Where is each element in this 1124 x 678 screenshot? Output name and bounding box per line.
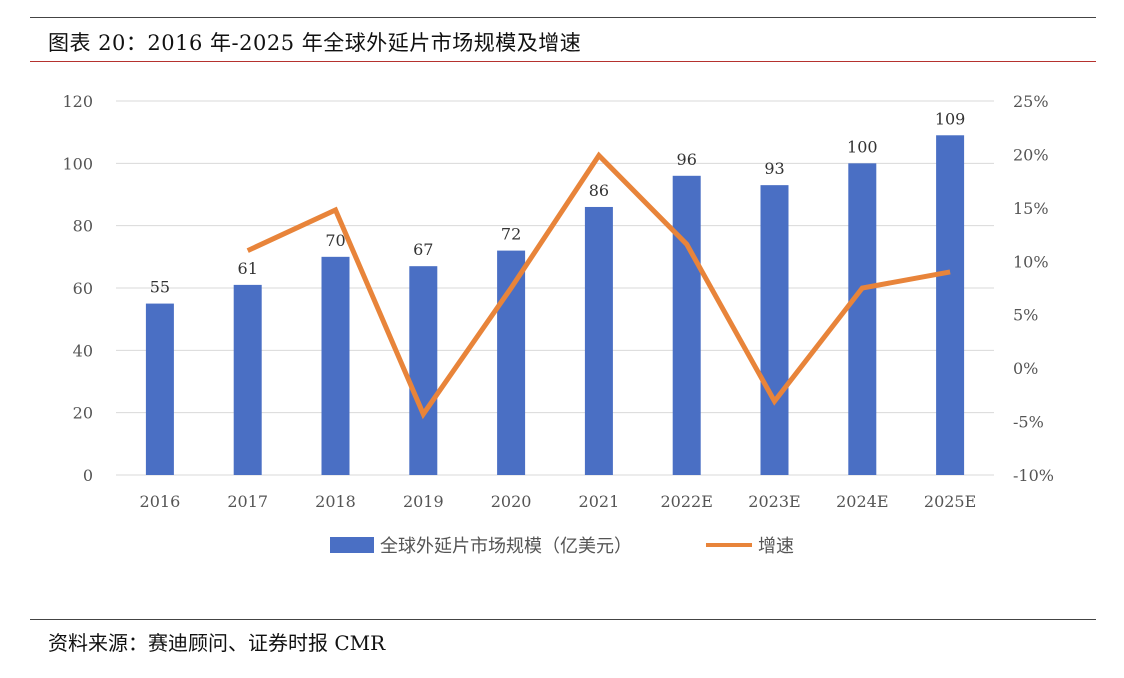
x-tick-label: 2021 [579,492,620,511]
right-tick-label: -5% [1013,413,1044,432]
x-tick-label: 2020 [491,492,532,511]
bar-value-label: 100 [847,137,878,156]
gridlines [116,100,994,476]
left-tick-label: 20 [73,404,93,423]
bar-value-label: 61 [238,259,258,278]
x-tick-label: 2023E [748,492,800,511]
bar-value-label: 86 [589,181,609,200]
right-tick-label: 25% [1013,92,1049,111]
right-y-axis: -10% -5% 0% 5% 10% 15% 20% 25% [1013,92,1054,485]
bar-value-label: 72 [501,225,521,244]
x-tick-label: 2018 [315,492,356,511]
bar-value-label: 93 [764,159,784,178]
legend-line-label: 增速 [758,536,794,557]
figure-title: 图表 20：2016 年-2025 年全球外延片市场规模及增速 [48,31,582,55]
bar-2018 [321,256,350,475]
legend-bar-label: 全球外延片市场规模（亿美元） [380,536,632,557]
bar-2023E [760,185,789,475]
right-tick-label: 20% [1013,145,1049,164]
right-tick-label: 0% [1013,359,1038,378]
line-series [246,151,951,420]
x-tick-label: 2022E [660,492,712,511]
right-tick-label: 5% [1013,306,1038,325]
left-tick-label: 80 [73,217,93,236]
bar-2024E [848,163,877,476]
bar-value-label: 55 [150,278,170,297]
left-tick-label: 40 [73,341,93,360]
left-tick-label: 60 [73,279,93,298]
x-tick-label: 2025E [924,492,976,511]
x-tick-label: 2019 [403,492,444,511]
data-labels: 55 61 70 67 72 86 96 93 100 109 [150,109,966,296]
x-tick-label: 2017 [227,492,268,511]
top-rule [30,17,1096,18]
bar-value-label: 109 [935,109,966,128]
x-tick-label: 2016 [140,492,181,511]
bar-2017 [233,284,262,475]
right-tick-label: 15% [1013,199,1049,218]
bar-2016 [145,303,174,475]
bar-series [145,135,965,476]
bar-2022E [672,175,701,476]
right-tick-label: 10% [1013,252,1049,271]
source-note: 资料来源：赛迪顾问、证券时报 CMR [48,631,386,655]
left-tick-label: 0 [83,466,93,485]
bar-value-label: 67 [413,240,433,259]
left-tick-label: 120 [62,92,93,111]
left-y-axis: 0 20 40 60 80 100 120 [62,92,93,485]
x-axis: 2016 2017 2018 2019 2020 2021 2022E 2023E 2024E 2… [140,492,977,511]
legend-bar-swatch [330,537,374,553]
left-tick-label: 100 [62,154,93,173]
bar-2025E [936,135,965,476]
bar-value-label: 70 [325,231,345,250]
bar-2021 [584,206,613,475]
legend: 全球外延片市场规模（亿美元） 增速 [330,536,794,557]
bar-2019 [409,266,438,475]
title-underline [30,61,1096,62]
right-tick-label: -10% [1013,466,1054,485]
bar-value-label: 96 [677,150,697,169]
bottom-rule [30,619,1096,620]
x-tick-label: 2024E [836,492,888,511]
